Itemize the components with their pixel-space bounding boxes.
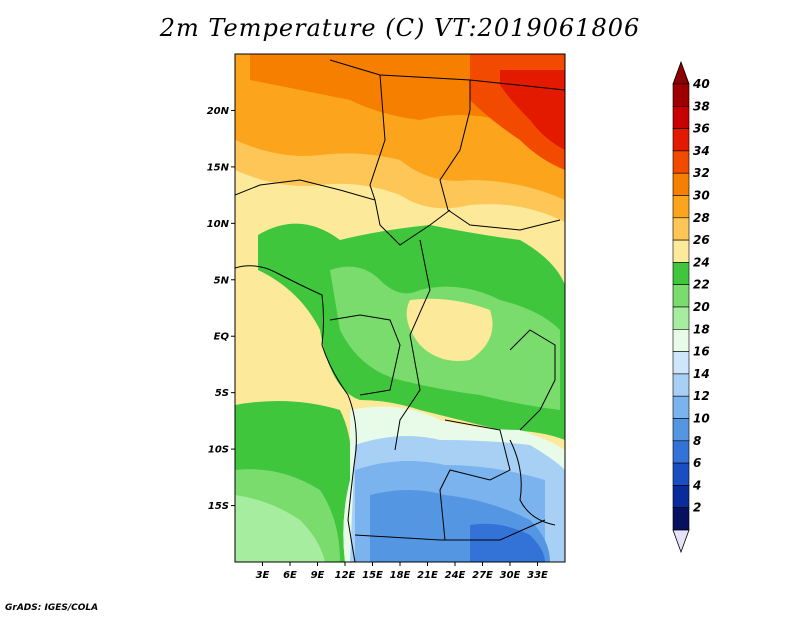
colorbar-swatch: [672, 440, 690, 464]
colorbar-swatch: [672, 418, 690, 442]
colorbar-label: 34: [693, 144, 710, 158]
lon-tick-label: 12E: [335, 570, 356, 581]
colorbar-label: 10: [693, 412, 710, 426]
colorbar-label: 12: [693, 389, 710, 403]
colorbar-swatch: [672, 172, 690, 196]
map-title: 2m Temperature (C) VT:2019061806: [159, 14, 641, 42]
lon-tick-label: 15E: [362, 570, 383, 581]
colorbar-swatch: [672, 262, 690, 285]
colorbar-label: 20: [693, 300, 710, 314]
borders: [235, 59, 565, 562]
lat-tick-label: 15S: [208, 501, 229, 512]
longitude-axis: 3E 6E 9E 12E 15E 18E 21E 24E 27E 30E 33E: [256, 562, 548, 581]
lat-tick-label: EQ: [214, 332, 230, 343]
colorbar-label: 8: [693, 434, 701, 448]
lon-tick-label: 27E: [472, 570, 493, 581]
lat-tick-label: 10N: [207, 219, 230, 230]
lon-tick-label: 6E: [283, 570, 297, 581]
colorbar-swatch: [672, 306, 690, 330]
colorbar-swatch: [672, 485, 690, 508]
lon-tick-label: 30E: [500, 570, 521, 581]
lon-tick-label: 9E: [311, 570, 325, 581]
colorbar-bottom-arrow: [672, 529, 690, 554]
lat-tick-label: 20N: [207, 106, 230, 117]
lon-tick-label: 24E: [445, 570, 466, 581]
lon-tick-label: 21E: [417, 570, 438, 581]
colorbar-label: 24: [693, 255, 710, 269]
colorbar-swatch: [672, 217, 690, 241]
colorbar-label: 28: [693, 211, 710, 225]
colorbar-label: 14: [693, 367, 710, 381]
colorbar: 40 38 36 34 32 30 28 26 24 22 20 18 16 14 12 10 8 6 4 2: [672, 60, 710, 554]
colorbar-swatch: [672, 373, 690, 397]
lat-tick-label: 5S: [215, 388, 229, 399]
lon-tick-label: 33E: [527, 570, 548, 581]
colorbar-swatch: [672, 395, 690, 419]
colorbar-swatch: [672, 284, 690, 308]
colorbar-label: 32: [693, 166, 710, 180]
colorbar-swatch: [672, 351, 690, 375]
colorbar-swatch: [672, 106, 690, 129]
colorbar-label: 16: [693, 345, 710, 359]
lat-tick-label: 15N: [207, 162, 230, 173]
colorbar-swatch: [672, 462, 690, 486]
grads-credit: GrADS: IGES/COLA: [5, 603, 99, 613]
colorbar-label: 36: [693, 122, 710, 136]
colorbar-label: 40: [692, 77, 710, 91]
lon-tick-label: 3E: [256, 570, 270, 581]
colorbar-top-arrow: [672, 60, 690, 85]
lat-tick-label: 5N: [214, 275, 230, 286]
lon-tick-label: 18E: [390, 570, 411, 581]
colorbar-swatch: [672, 328, 690, 352]
colorbar-label: 38: [693, 99, 710, 113]
latitude-axis: 20N 15N 10N 5N EQ 5S 10S 15S: [207, 106, 235, 512]
colorbar-label: 30: [693, 189, 710, 203]
colorbar-swatch: [672, 195, 690, 219]
colorbar-label: 26: [693, 233, 710, 247]
colorbar-swatch: [672, 128, 690, 152]
temperature-field: [235, 54, 565, 562]
colorbar-label: 4: [692, 478, 701, 492]
colorbar-swatch: [672, 239, 690, 263]
colorbar-label: 2: [693, 501, 701, 515]
colorbar-label: 18: [693, 322, 710, 336]
colorbar-swatch: [672, 507, 690, 531]
lat-tick-label: 10S: [208, 445, 229, 456]
colorbar-swatch: [672, 83, 690, 107]
colorbar-swatch: [672, 150, 690, 174]
colorbar-label: 6: [693, 456, 701, 470]
colorbar-label: 22: [693, 278, 710, 292]
